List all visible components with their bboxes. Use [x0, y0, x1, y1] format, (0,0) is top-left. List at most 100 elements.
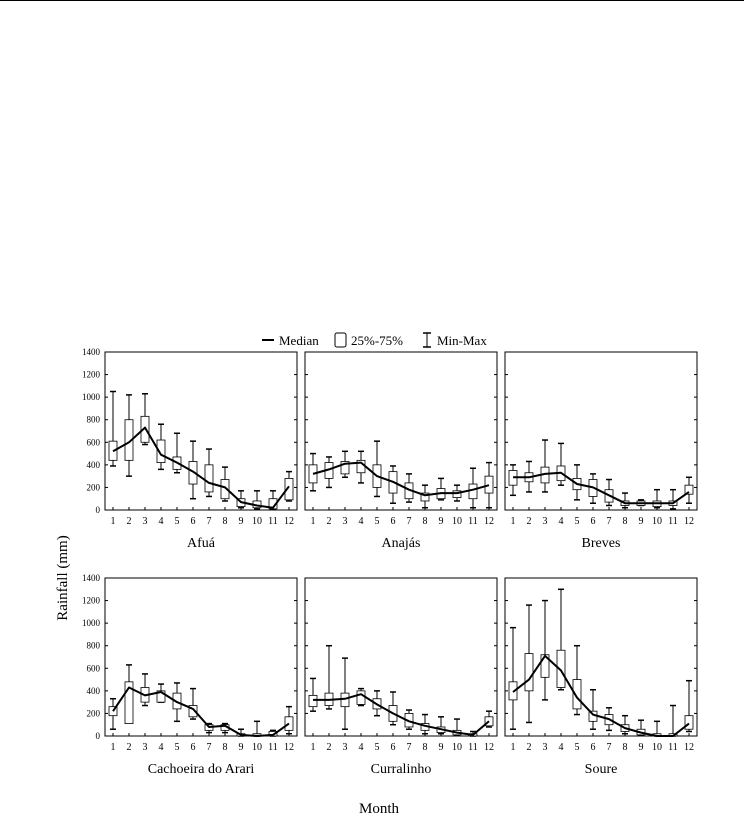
box-afua-month-8 — [220, 466, 230, 502]
box-afua-month-5 — [172, 432, 182, 474]
iqr-box — [284, 716, 294, 731]
x-tick-label: 1 — [311, 742, 316, 753]
x-tick-label: 12 — [684, 742, 694, 753]
iqr-box — [468, 483, 478, 500]
x-tick-label: 9 — [439, 516, 444, 527]
iqr-box — [484, 475, 494, 494]
x-tick-label: 5 — [375, 742, 380, 753]
x-tick-label: 2 — [327, 516, 332, 527]
box-breves-month-12 — [684, 476, 694, 504]
x-tick-label: 4 — [559, 516, 564, 527]
y-tick-label: 200 — [87, 708, 101, 718]
x-tick-label: 7 — [607, 516, 612, 527]
box-anajas-month-11 — [468, 467, 478, 509]
x-tick-label: 10 — [652, 516, 662, 527]
median-line-afua — [112, 426, 290, 509]
x-tick-label: 12 — [284, 516, 294, 527]
box-afua-month-10 — [252, 490, 262, 510]
iqr-box — [204, 464, 214, 493]
median-line-anajas — [312, 461, 490, 497]
x-tick-label: 6 — [391, 742, 396, 753]
y-tick-label: 800 — [87, 415, 101, 425]
y-tick-label: 200 — [87, 482, 101, 492]
box-cachoeira-do-arari-month-3 — [140, 673, 150, 707]
x-tick-label: 3 — [343, 516, 348, 527]
panel-title-afua: Afuá — [187, 536, 216, 551]
box-afua-month-4 — [156, 423, 166, 471]
x-tick-label: 11 — [268, 742, 278, 753]
iqr-box — [556, 649, 566, 688]
panel-title-breves: Breves — [582, 536, 621, 551]
box-afua-month-2 — [124, 394, 134, 477]
x-tick-label: 4 — [559, 742, 564, 753]
panel-title-curralinho: Curralinho — [371, 762, 432, 777]
iqr-box — [284, 477, 294, 501]
y-tick-label: 1400 — [82, 347, 101, 357]
median-line-soure — [512, 654, 690, 737]
box-soure-month-1 — [508, 626, 518, 730]
iqr-box — [220, 479, 230, 500]
x-tick-label: 9 — [239, 516, 244, 527]
box-soure-month-6 — [588, 688, 598, 730]
x-tick-label: 4 — [159, 742, 164, 753]
x-tick-label: 2 — [127, 742, 132, 753]
legend: Median 25%-75% Min-Max — [262, 332, 487, 348]
box-curralinho-month-9 — [436, 716, 446, 735]
x-tick-label: 11 — [468, 742, 478, 753]
iqr-box — [684, 484, 694, 495]
box-breves-month-1 — [508, 464, 518, 497]
iqr-box — [308, 694, 318, 708]
y-tick-label: 800 — [87, 641, 101, 651]
x-tick-label: 1 — [111, 516, 116, 527]
panel-title-cachoeira-do-arari: Cachoeira do Arari — [148, 762, 255, 777]
box-anajas-month-12 — [484, 461, 494, 509]
x-tick-label: 12 — [684, 516, 694, 527]
legend-box-swatch — [334, 332, 347, 348]
x-tick-label: 8 — [223, 742, 228, 753]
box-soure-month-11 — [668, 704, 678, 737]
x-tick-label: 8 — [423, 516, 428, 527]
box-afua-month-7 — [204, 448, 214, 498]
y-axis-label: Rainfall (mm) — [55, 535, 71, 620]
legend-median-label: Median — [279, 333, 319, 348]
panel-frame — [104, 351, 298, 511]
box-soure-month-4 — [556, 588, 566, 691]
x-tick-label: 7 — [407, 516, 412, 527]
panel-frame — [304, 351, 498, 511]
box-anajas-month-5 — [372, 440, 382, 498]
box-cachoeira-do-arari-month-6 — [188, 687, 198, 720]
iqr-box — [188, 705, 198, 718]
iqr-box — [156, 439, 166, 463]
box-afua-month-12 — [284, 470, 294, 502]
box-soure-month-12 — [684, 679, 694, 733]
box-afua-month-3 — [140, 393, 150, 446]
y-tick-label: 600 — [87, 663, 101, 673]
x-tick-label: 9 — [639, 516, 644, 527]
x-tick-label: 5 — [575, 742, 580, 753]
median-line-cachoeira-do-arari — [112, 686, 290, 737]
y-tick-label: 1000 — [82, 392, 101, 402]
x-tick-label: 3 — [143, 516, 148, 527]
x-tick-label: 6 — [191, 742, 196, 753]
x-tick-label: 5 — [575, 516, 580, 527]
box-breves-month-7 — [604, 478, 614, 507]
x-tick-label: 6 — [591, 742, 596, 753]
panel-title-soure: Soure — [585, 762, 618, 777]
x-tick-label: 6 — [191, 516, 196, 527]
legend-box-label: 25%-75% — [351, 333, 403, 348]
y-tick-label: 1000 — [82, 618, 101, 628]
iqr-box — [540, 654, 550, 678]
panel-title-anajas: Anajás — [382, 536, 421, 551]
x-tick-label: 3 — [543, 516, 548, 527]
x-tick-label: 3 — [343, 742, 348, 753]
y-tick-label: 400 — [87, 460, 101, 470]
panel-frame — [504, 577, 698, 737]
iqr-box — [124, 419, 134, 461]
x-tick-label: 5 — [175, 516, 180, 527]
box-anajas-month-9 — [436, 477, 446, 501]
x-tick-label: 11 — [668, 516, 678, 527]
panel-frame — [504, 351, 698, 511]
x-tick-label: 7 — [607, 742, 612, 753]
